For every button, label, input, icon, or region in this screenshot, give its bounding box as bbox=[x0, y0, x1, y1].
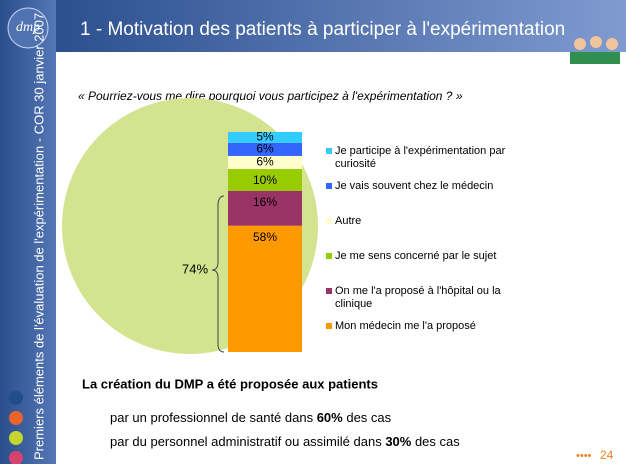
chart-title: 1 - Motivation des patients à participer… bbox=[80, 19, 565, 40]
legend-swatch bbox=[326, 218, 332, 224]
bar-segment bbox=[228, 142, 302, 156]
bar-segment bbox=[228, 190, 302, 226]
logo-circle bbox=[7, 7, 49, 49]
sidebar-text: Premiers éléments de l'évaluation de l'e… bbox=[31, 13, 46, 460]
legend-item: Mon médecin me l'a proposé bbox=[326, 320, 510, 333]
bar-segment bbox=[228, 155, 302, 170]
legend-swatch bbox=[326, 253, 332, 259]
dot bbox=[9, 431, 23, 445]
summary-line: par un professionnel de santé dans 60% d… bbox=[110, 410, 391, 425]
legend-label: On me l'a proposé à l'hôpital ou la clin… bbox=[335, 285, 501, 310]
summary-text: 60% bbox=[316, 410, 343, 425]
people-icon bbox=[570, 36, 620, 64]
bar-segment bbox=[228, 225, 302, 352]
data-label: 6% bbox=[256, 142, 274, 156]
bar-segment bbox=[228, 169, 302, 191]
legend-swatch bbox=[326, 183, 332, 189]
summary-heading: La création du DMP a été proposée aux pa… bbox=[82, 376, 378, 391]
legend-label: Autre bbox=[335, 215, 362, 227]
legend-label: Je participe à l'expérimentation par cur… bbox=[335, 145, 506, 170]
data-label: 6% bbox=[256, 155, 274, 169]
logo: dmp bbox=[16, 20, 40, 35]
dot bbox=[9, 451, 23, 464]
legend-item: Je vais souvent chez le médecin bbox=[326, 180, 510, 193]
subtitle: « Pourriez-vous me dire pourquoi vous pa… bbox=[78, 89, 463, 103]
summary-line: par du personnel administratif ou assimi… bbox=[110, 434, 460, 449]
bar-segment bbox=[228, 132, 302, 143]
legend-swatch bbox=[326, 288, 332, 294]
summary-text: des cas bbox=[342, 410, 392, 425]
data-label: 58% bbox=[253, 230, 277, 244]
summary-text: par du personnel administratif ou assimi… bbox=[110, 434, 386, 449]
data-label: 10% bbox=[253, 173, 277, 187]
legend-item: Autre bbox=[326, 215, 510, 228]
dot bbox=[9, 411, 23, 425]
data-label: 16% bbox=[253, 195, 277, 209]
legend-item: On me l'a proposé à l'hôpital ou la clin… bbox=[326, 285, 510, 311]
sidebar bbox=[0, 0, 56, 464]
title-bar bbox=[56, 0, 626, 52]
summary-text: par un professionnel de santé dans bbox=[110, 410, 317, 425]
legend-swatch bbox=[326, 148, 332, 154]
summary-text: 30% bbox=[385, 434, 412, 449]
summary-text: des cas bbox=[411, 434, 460, 449]
annotation: 74% bbox=[182, 261, 208, 276]
legend-item: Je me sens concerné par le sujet bbox=[326, 250, 510, 263]
legend-label: Je vais souvent chez le médecin bbox=[335, 180, 494, 192]
page-number: 24 bbox=[600, 448, 614, 462]
data-label: 5% bbox=[256, 130, 274, 144]
legend-swatch bbox=[326, 323, 332, 329]
dot bbox=[9, 391, 23, 405]
page-dots: •••• bbox=[576, 450, 592, 462]
legend-label: Mon médecin me l'a proposé bbox=[335, 320, 476, 332]
brace bbox=[211, 195, 225, 353]
legend-label: Je me sens concerné par le sujet bbox=[335, 250, 497, 262]
legend-item: Je participe à l'expérimentation par cur… bbox=[326, 145, 510, 171]
